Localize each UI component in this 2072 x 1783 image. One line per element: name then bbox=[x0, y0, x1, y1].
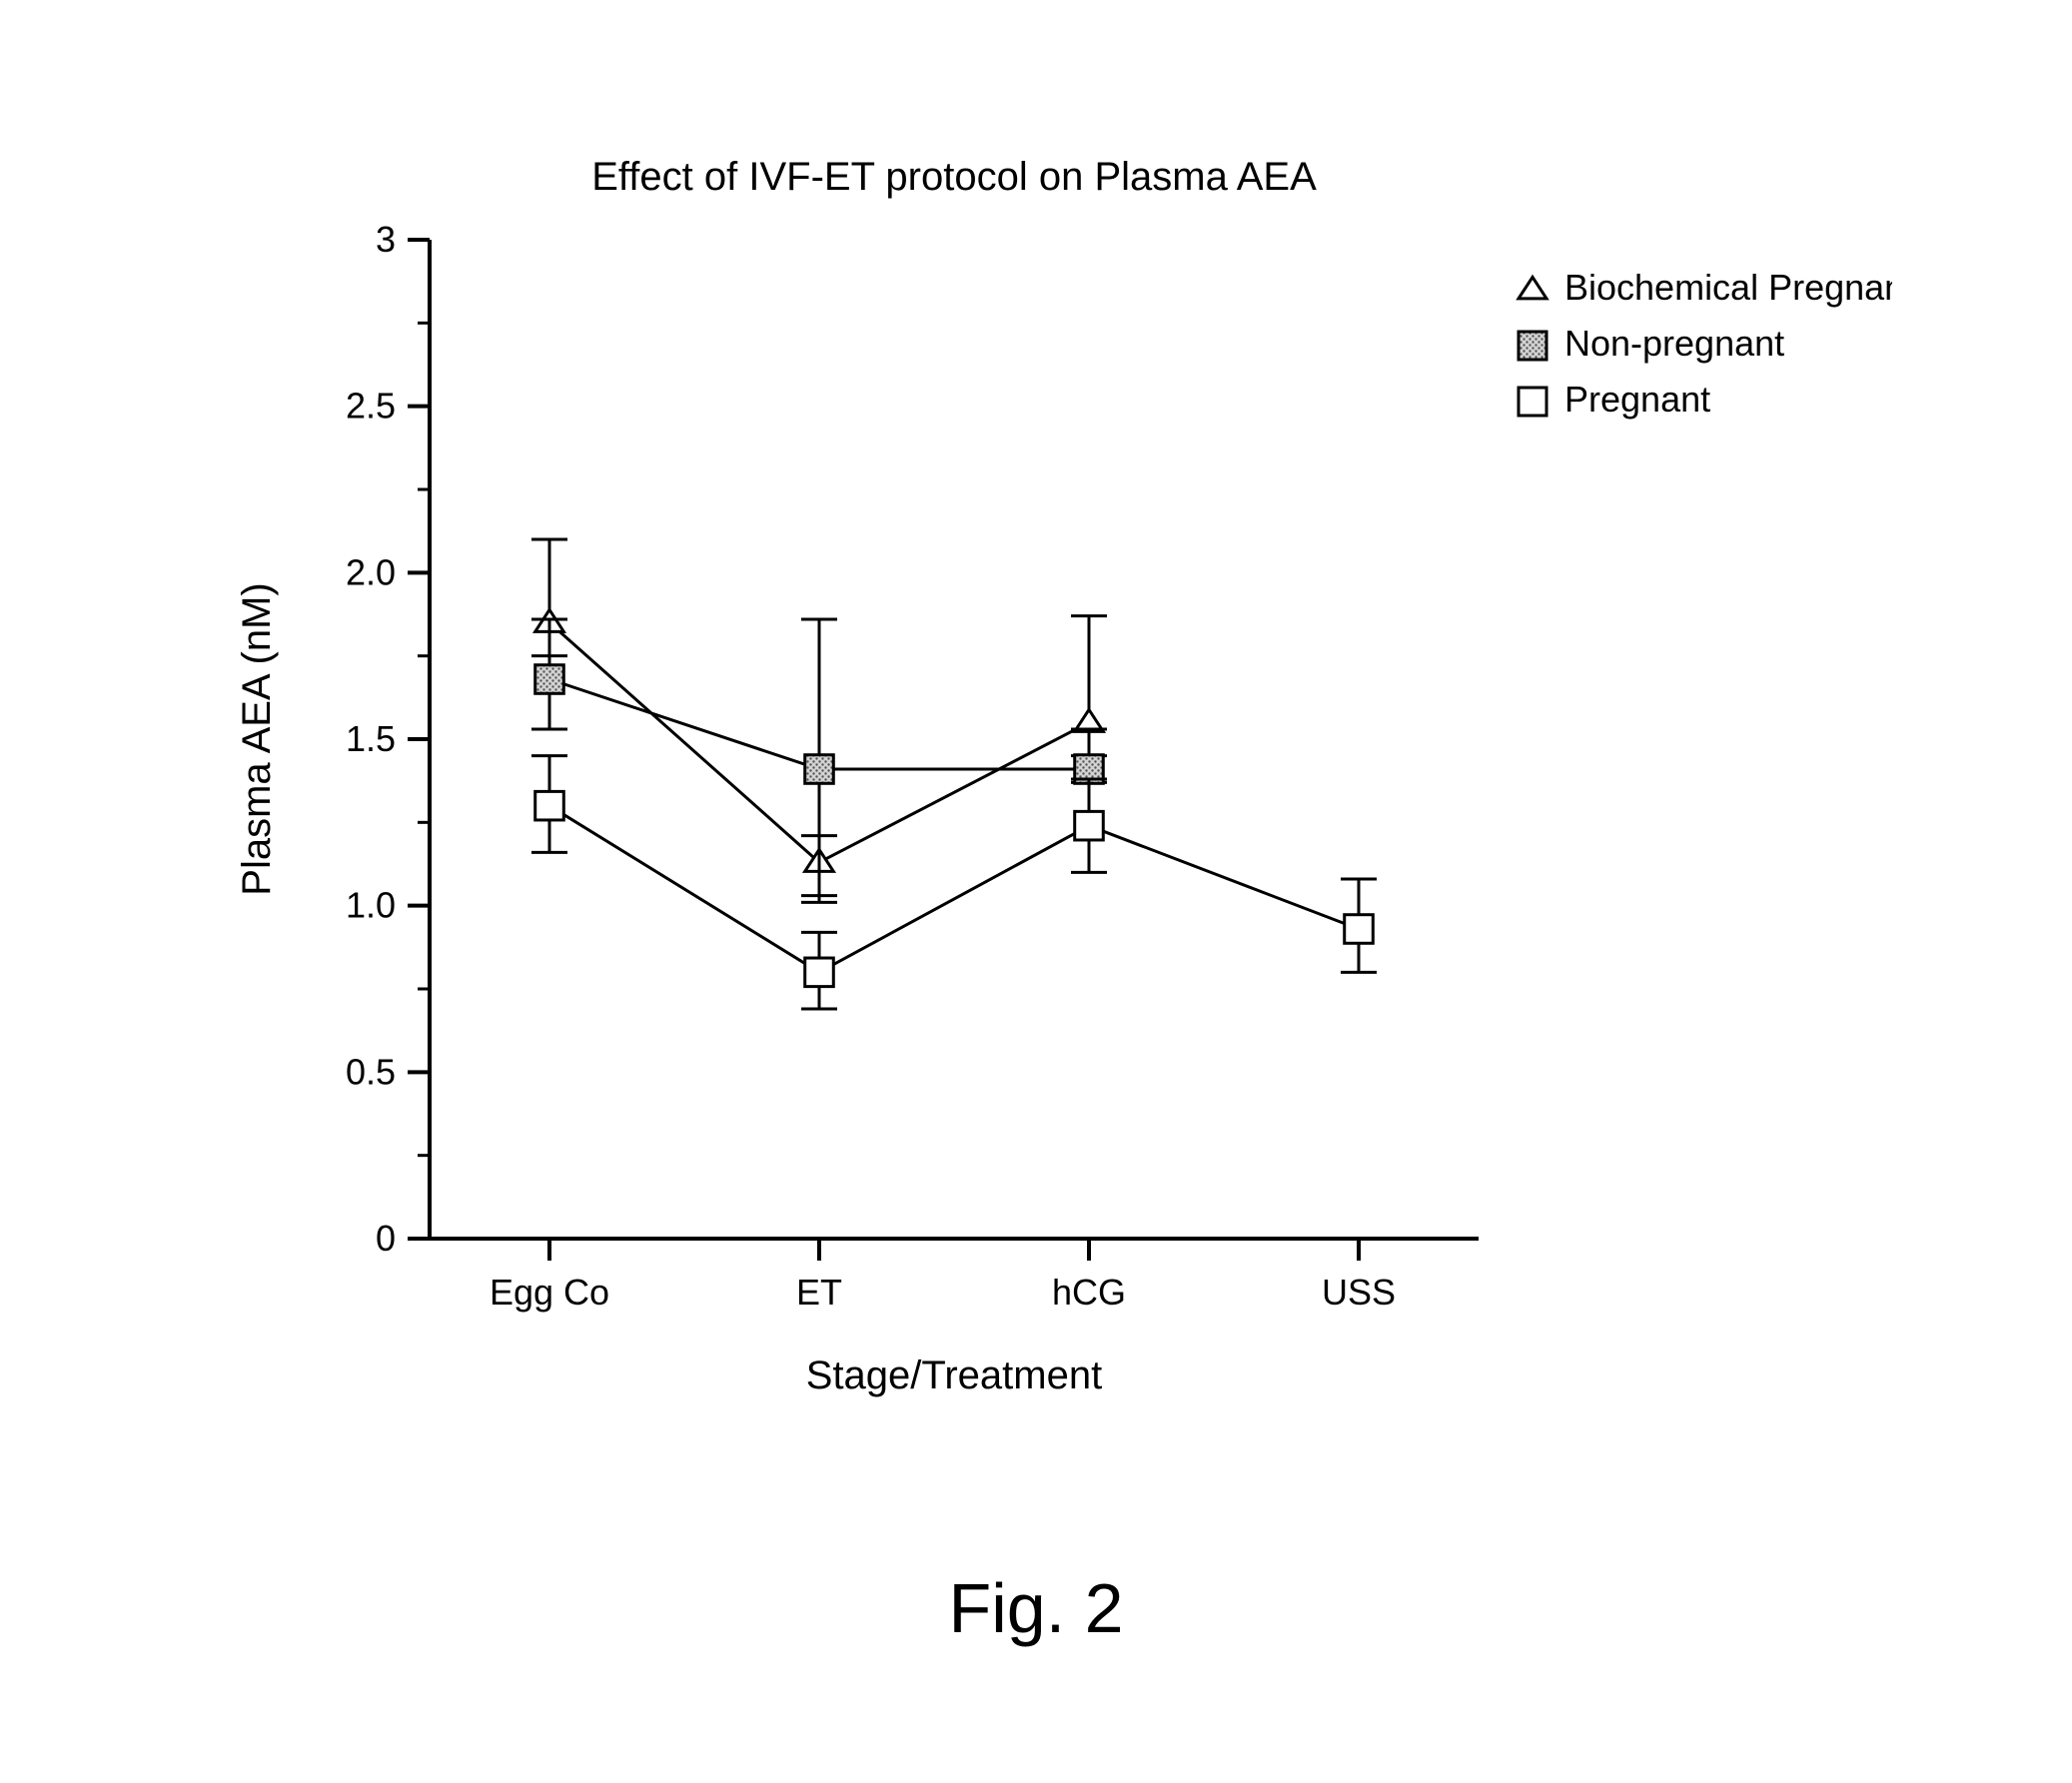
legend-marker bbox=[1519, 388, 1547, 416]
chart-svg: Effect of IVF-ET protocol on Plasma AEA 0… bbox=[180, 140, 1892, 1498]
y-tick-label: 1.0 bbox=[346, 885, 396, 926]
data-marker bbox=[1345, 915, 1374, 944]
series-line bbox=[1089, 826, 1359, 929]
figure-caption: Fig. 2 bbox=[0, 1568, 2072, 1648]
x-tick-label: hCG bbox=[1052, 1272, 1126, 1313]
series-line bbox=[549, 679, 819, 769]
page: Effect of IVF-ET protocol on Plasma AEA 0… bbox=[0, 0, 2072, 1783]
y-axis-label: Plasma AEA (nM) bbox=[235, 582, 279, 895]
legend-label: Pregnant bbox=[1564, 379, 1710, 420]
data-marker bbox=[535, 791, 564, 820]
legend-marker bbox=[1519, 277, 1547, 298]
legend-marker bbox=[1519, 332, 1547, 360]
legend-label: Non-pregnant bbox=[1564, 323, 1784, 364]
data-marker bbox=[805, 755, 834, 784]
data-marker bbox=[1075, 811, 1104, 840]
x-axis-label: Stage/Treatment bbox=[806, 1353, 1102, 1397]
y-tick-label: 2.0 bbox=[346, 551, 396, 592]
legend-label: Biochemical Pregnancy bbox=[1564, 267, 1892, 308]
series-line bbox=[819, 826, 1089, 973]
y-tick-label: 2.5 bbox=[346, 386, 396, 427]
x-tick-label: USS bbox=[1322, 1272, 1396, 1313]
y-tick-label: 3 bbox=[376, 219, 396, 260]
series-line bbox=[819, 722, 1089, 862]
y-tick-label: 1.5 bbox=[346, 718, 396, 759]
y-tick-label: 0 bbox=[376, 1218, 396, 1259]
x-tick-label: ET bbox=[796, 1272, 842, 1313]
series-line bbox=[549, 622, 819, 862]
x-tick-label: Egg Co bbox=[490, 1272, 609, 1313]
chart-container: Effect of IVF-ET protocol on Plasma AEA 0… bbox=[180, 140, 1892, 1498]
y-tick-label: 0.5 bbox=[346, 1051, 396, 1092]
chart-title: Effect of IVF-ET protocol on Plasma AEA bbox=[591, 155, 1317, 199]
data-marker bbox=[805, 958, 834, 987]
data-marker bbox=[535, 665, 564, 694]
series-line bbox=[549, 806, 819, 973]
